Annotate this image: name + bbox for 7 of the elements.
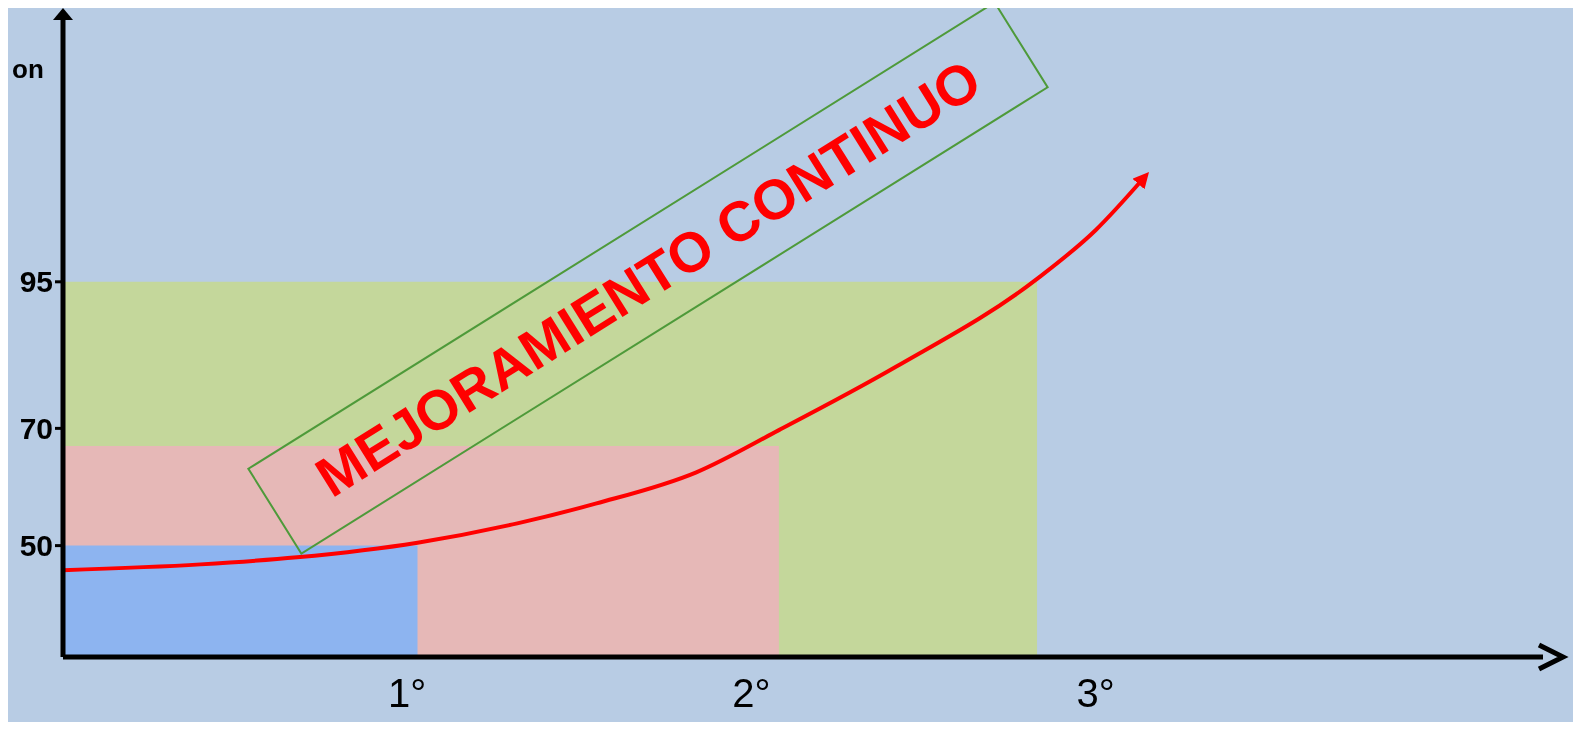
y-tick-label: 95 [19, 265, 53, 299]
y-tick-label: 50 [19, 529, 53, 563]
x-tick-label: 2° [732, 671, 771, 715]
y-tick-label: 70 [19, 411, 53, 445]
x-tick-label: 3° [1076, 671, 1115, 715]
x-tick-label: 1° [388, 671, 427, 715]
y-axis-title: on [12, 54, 44, 84]
